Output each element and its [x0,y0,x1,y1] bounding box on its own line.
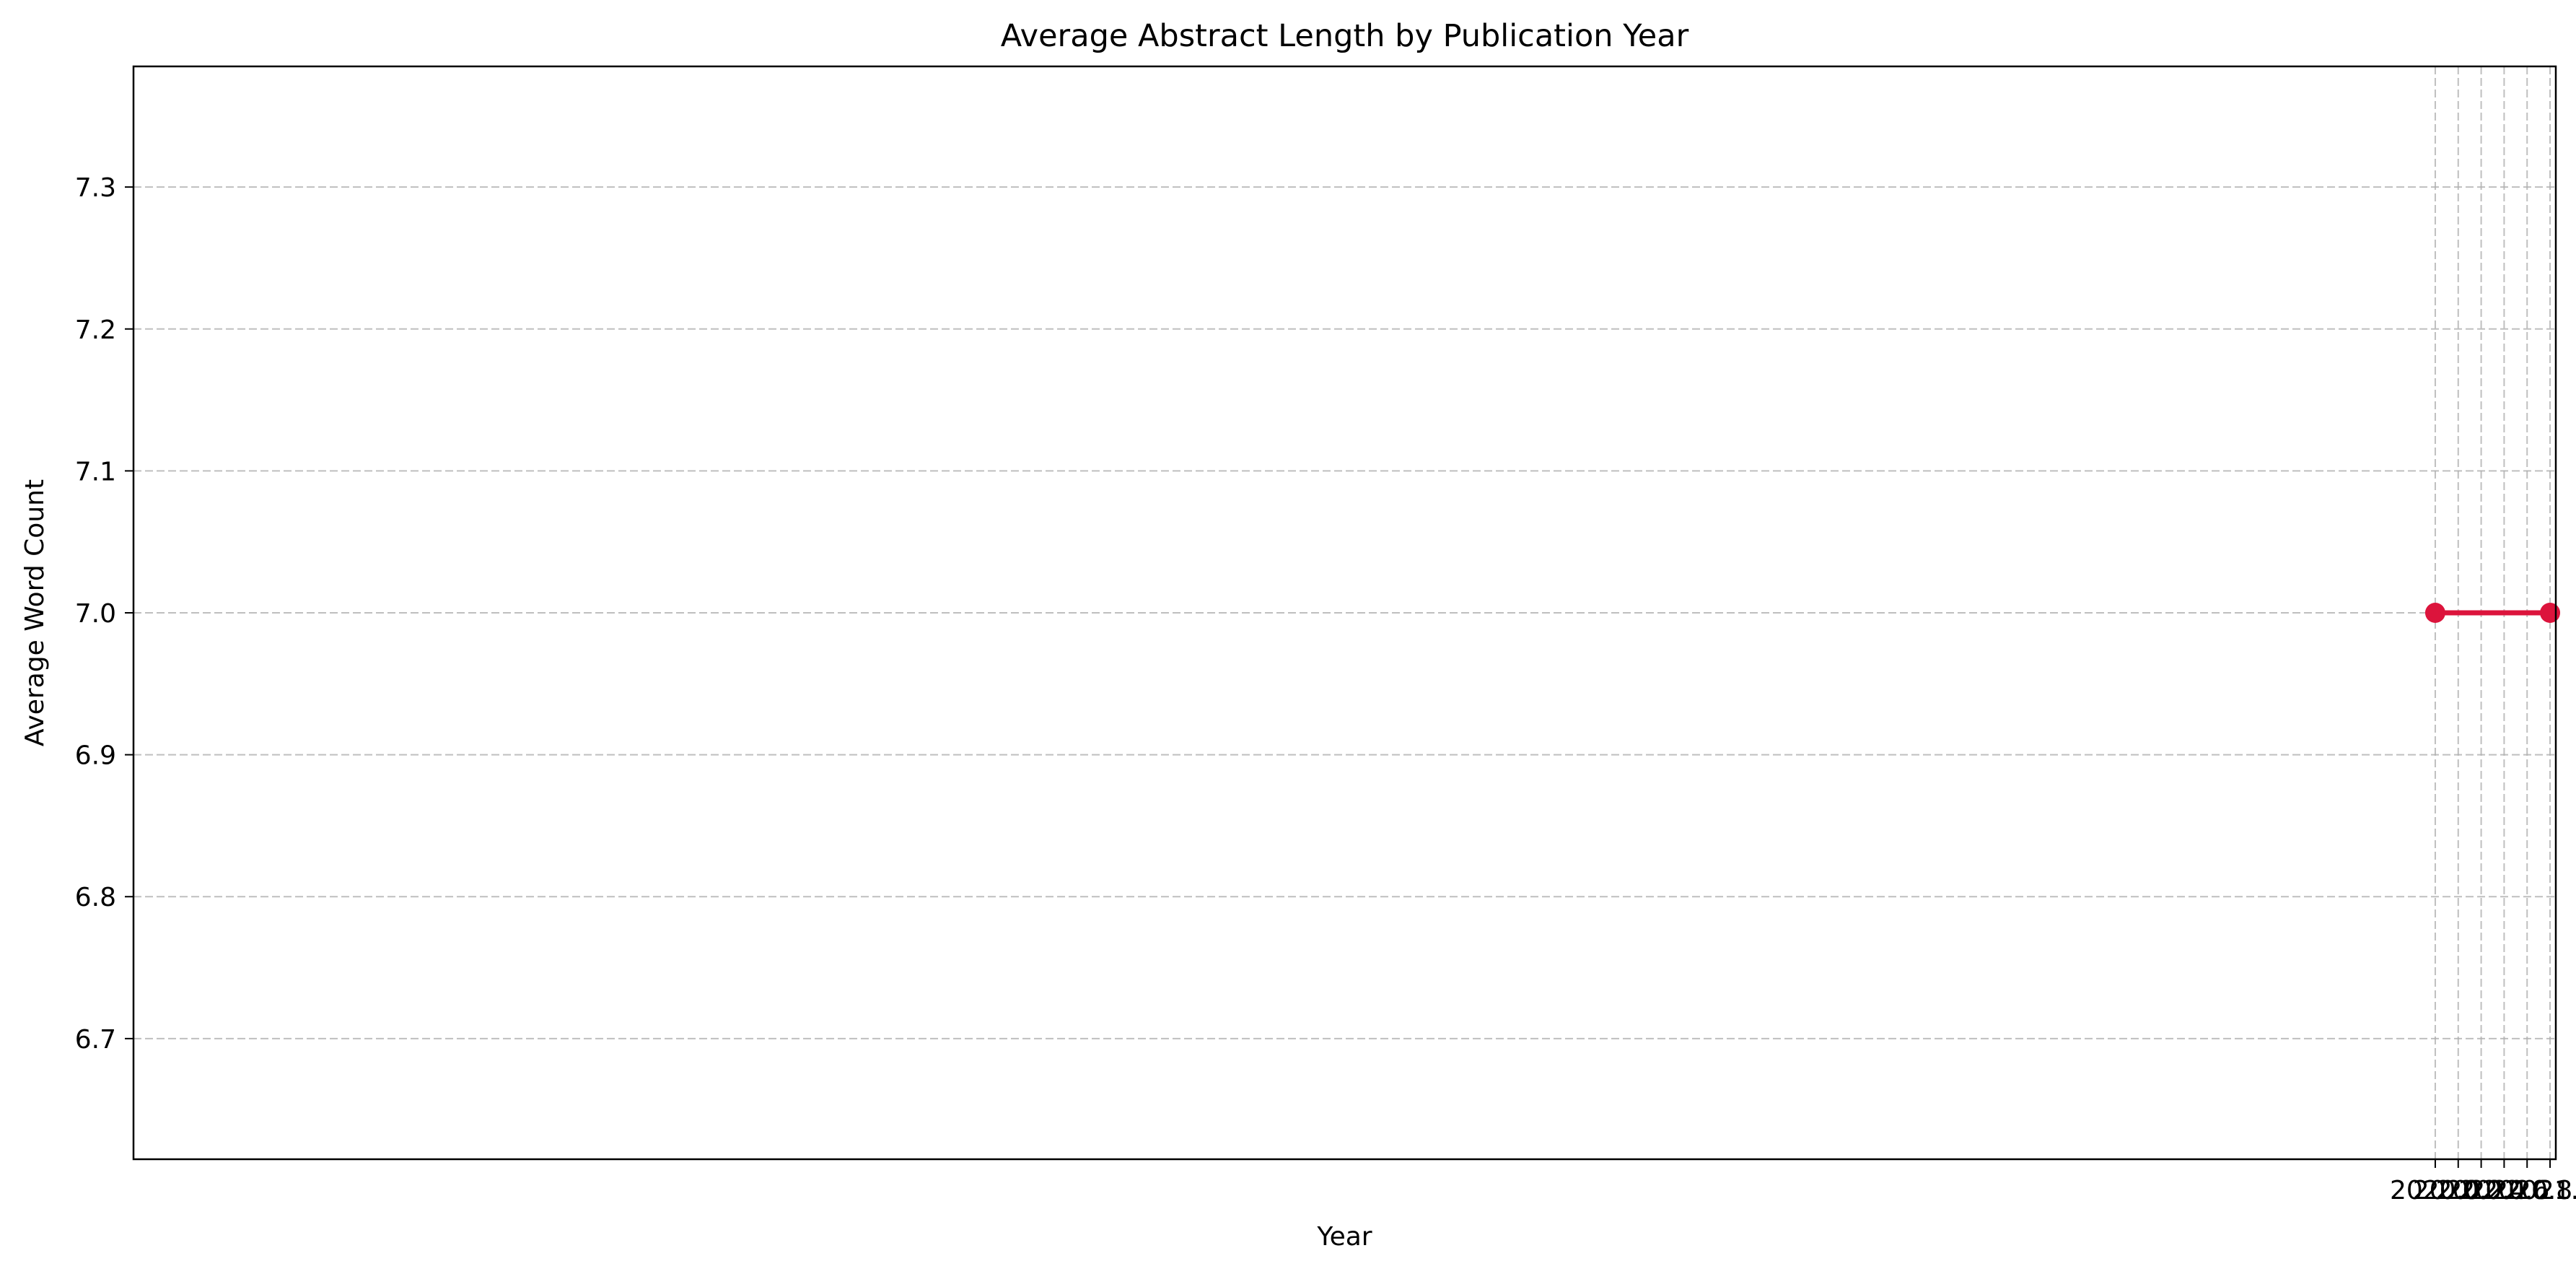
y-tick-label: 7.0 [75,599,116,629]
data-point [2540,603,2561,623]
y-axis: 6.7 6.8 6.9 7.0 7.1 7.2 7.3 [75,173,133,1055]
y-tick-label: 6.7 [75,1025,116,1055]
chart-title: Average Abstract Length by Publication Y… [1001,18,1689,54]
y-tick-label: 7.1 [75,457,116,487]
x-tick-label: 2020.6 [2458,1176,2549,1205]
x-tick-label: 2020.2 [2413,1176,2504,1205]
x-tick-label: 2021.0 [2505,1176,2576,1205]
y-tick-label: 6.8 [75,883,116,912]
data-point [2424,603,2445,623]
x-axis-title: Year [1316,1222,1372,1252]
y-axis-title: Average Word Count [20,479,50,746]
grid [133,66,2556,1159]
y-tick-label: 7.2 [75,315,116,345]
x-tick-label: 2020.0 [2390,1176,2481,1205]
x-tick-label: 2020.4 [2436,1176,2527,1205]
x-tick-label: 2020.8 [2481,1176,2572,1205]
y-tick-label: 6.9 [75,741,116,771]
series-layer [2424,603,2561,623]
y-tick-label: 7.3 [75,173,116,203]
